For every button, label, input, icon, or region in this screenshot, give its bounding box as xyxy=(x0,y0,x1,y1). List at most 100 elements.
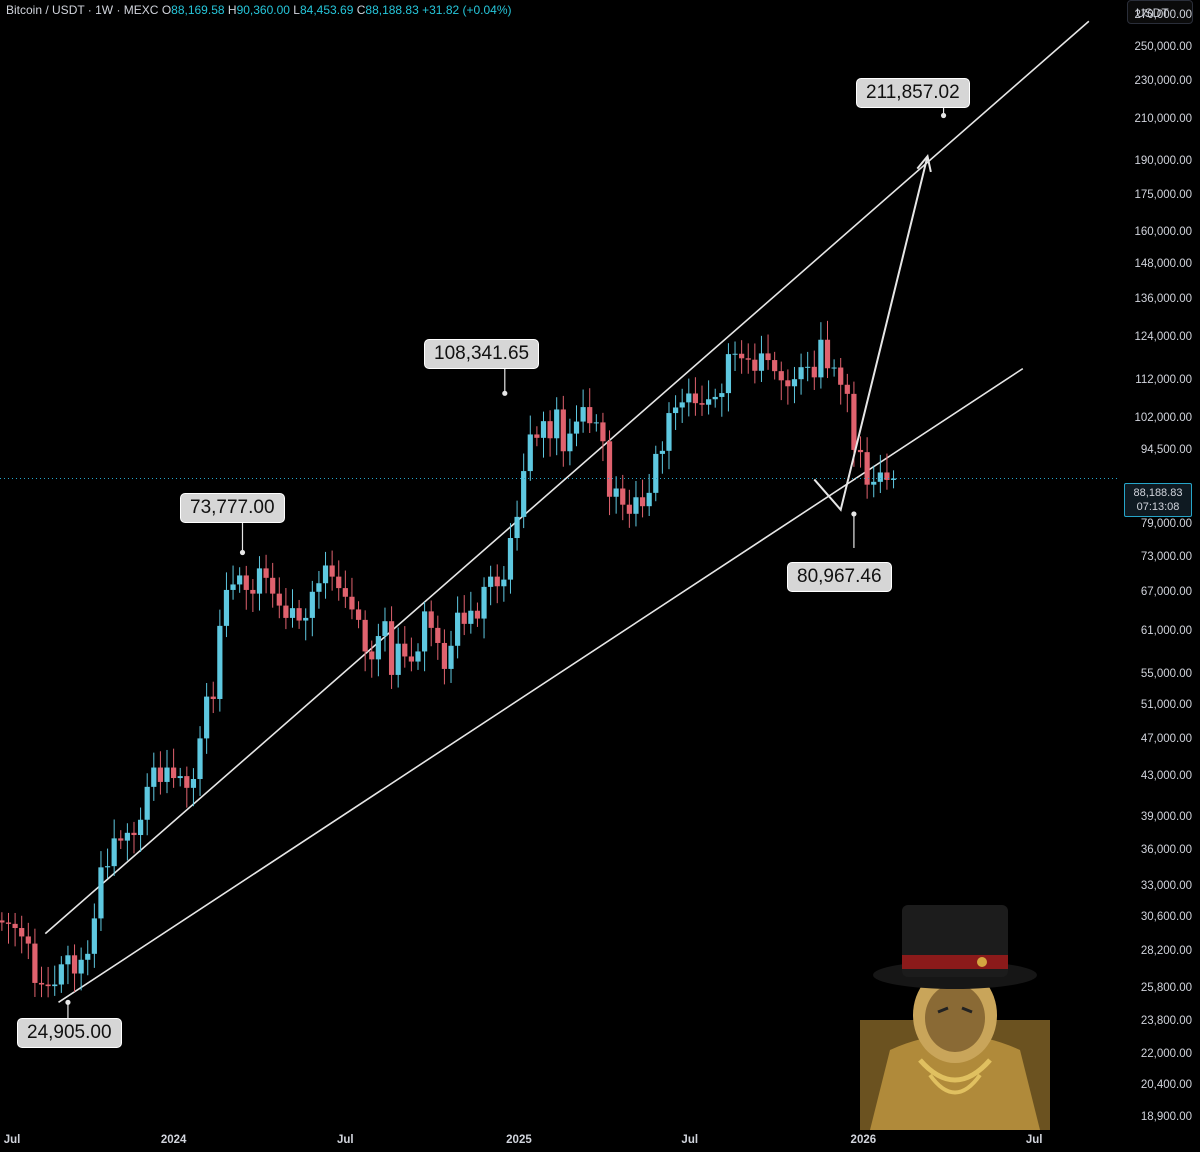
candle-body xyxy=(468,610,474,624)
price-tick: 25,800.00 xyxy=(1140,981,1192,994)
candle-body xyxy=(765,353,771,361)
candle-body xyxy=(725,354,732,394)
candle-body xyxy=(303,617,309,621)
candle-body xyxy=(686,393,692,403)
candle-body xyxy=(164,767,170,782)
price-tick: 18,900.00 xyxy=(1140,1110,1192,1123)
candle-body xyxy=(573,421,580,434)
candle-body xyxy=(626,504,632,514)
price-tick: 33,000.00 xyxy=(1140,879,1192,892)
level-dot xyxy=(65,999,71,1005)
candle-body xyxy=(494,576,500,587)
price-tick: 22,000.00 xyxy=(1140,1047,1192,1060)
candle-body xyxy=(270,577,276,594)
candle-body xyxy=(230,584,236,590)
candle-body xyxy=(521,471,527,517)
candle-body xyxy=(283,605,289,618)
candle-body xyxy=(540,421,547,438)
low-value: 84,453.69 xyxy=(299,3,354,17)
open-value: 88,169.58 xyxy=(171,3,225,17)
close-value: 88,188.83 xyxy=(365,3,419,17)
bar-countdown: 07:13:08 xyxy=(1136,501,1180,513)
candle-body xyxy=(217,625,223,699)
candle-body xyxy=(739,353,745,359)
candle-body xyxy=(98,867,104,919)
candle-body xyxy=(296,608,302,621)
open-label: O xyxy=(161,3,172,17)
candle-body xyxy=(639,497,646,507)
candle-body xyxy=(428,611,434,628)
candle-body xyxy=(388,621,395,675)
candle-body xyxy=(481,586,487,619)
candle-body xyxy=(223,589,230,626)
price-tick: 39,000.00 xyxy=(1140,810,1192,823)
candle-body xyxy=(692,393,699,404)
price-tick: 175,000.00 xyxy=(1134,188,1192,201)
price-axis[interactable]: 270,000.00 250,000.00 230,000.00 210,000.00… xyxy=(1120,0,1200,1152)
candle-body xyxy=(5,922,12,924)
candle-body xyxy=(210,696,216,699)
current-price-value: 88,188.83 xyxy=(1133,487,1183,499)
candle-body xyxy=(527,434,533,472)
candle-body xyxy=(362,619,368,652)
candle-body xyxy=(818,339,824,378)
candle-body xyxy=(745,358,751,360)
candle-body xyxy=(772,360,778,372)
price-tick: 51,000.00 xyxy=(1140,699,1192,712)
price-tick: 190,000.00 xyxy=(1134,154,1192,167)
candle-body xyxy=(342,588,348,597)
projection-arrowhead xyxy=(916,154,932,173)
low-label: L xyxy=(293,3,300,17)
candle-body xyxy=(455,612,461,646)
chart-area[interactable] xyxy=(0,0,1120,1130)
callout-high-2024: 73,777.00 xyxy=(180,493,285,523)
candle-body xyxy=(25,936,31,944)
candle-body xyxy=(171,767,177,779)
candle-body xyxy=(633,497,639,514)
candle-body xyxy=(402,643,408,657)
chart-header: Bitcoin / USDT · 1W · MEXC O88,169.58 H9… xyxy=(6,3,512,17)
candle-body xyxy=(375,636,381,660)
candle-body xyxy=(237,575,243,585)
candle-body xyxy=(131,832,137,836)
time-axis[interactable]: Jul 2024 Jul 2025 Jul 2026 Jul xyxy=(0,1130,1120,1152)
candle-body xyxy=(514,516,520,539)
callout-high-2025: 108,341.65 xyxy=(424,339,540,369)
price-tick: 136,000.00 xyxy=(1134,293,1192,306)
candle-body xyxy=(448,645,454,669)
candle-body xyxy=(824,339,831,369)
candle-body xyxy=(851,393,857,450)
callout-low-2023: 24,905.00 xyxy=(17,1018,122,1048)
price-tick: 270,000.00 xyxy=(1134,9,1192,22)
candle-body xyxy=(857,449,864,453)
currency-button[interactable]: USDT xyxy=(1127,0,1193,24)
level-dot xyxy=(502,390,508,396)
candle-body xyxy=(85,953,91,960)
candle-body xyxy=(805,366,811,368)
candle-body xyxy=(593,422,599,424)
price-tick: 30,600.00 xyxy=(1140,911,1192,924)
candle-body xyxy=(144,786,150,820)
candle-body xyxy=(336,576,342,589)
candle-body xyxy=(71,955,78,974)
candle-body xyxy=(276,593,282,606)
candle-body xyxy=(250,589,256,594)
candle-body xyxy=(501,579,507,587)
candle-body xyxy=(204,696,210,739)
candle-body xyxy=(177,776,183,779)
candle-body xyxy=(322,565,329,584)
candle-body xyxy=(355,609,362,620)
price-tick: 20,400.00 xyxy=(1140,1078,1192,1091)
candle-body xyxy=(666,413,672,451)
high-label: H xyxy=(227,3,237,17)
price-tick: 112,000.00 xyxy=(1135,373,1192,386)
candle-body xyxy=(38,982,45,985)
candle-body xyxy=(52,984,58,987)
candle-body xyxy=(534,434,540,438)
candle-body xyxy=(798,367,804,380)
symbol-label[interactable]: Bitcoin / USDT · 1W · MEXC xyxy=(6,3,159,17)
price-plot[interactable] xyxy=(0,0,1120,1130)
candle-body xyxy=(58,964,64,985)
level-dot xyxy=(851,511,857,517)
price-tick: 230,000.00 xyxy=(1134,75,1192,88)
